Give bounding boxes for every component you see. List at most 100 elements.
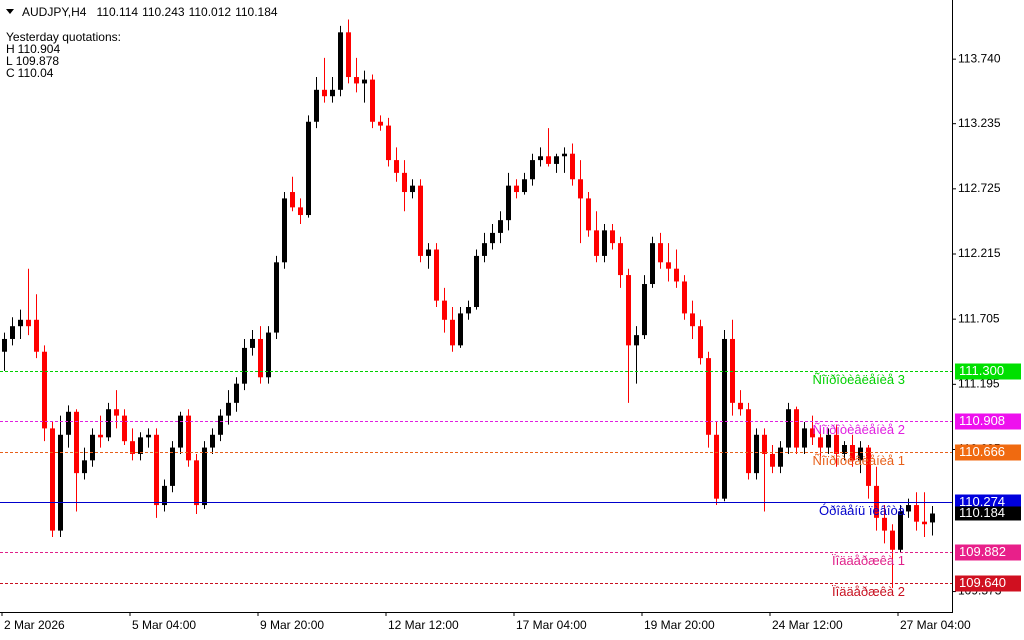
candle-body — [234, 383, 239, 403]
candle-body — [170, 447, 175, 486]
yesterday-close: C 110.04 — [6, 66, 54, 80]
candle-body — [890, 530, 895, 550]
candle-body — [426, 249, 431, 256]
value: 110.904 — [18, 42, 61, 56]
candle-body — [66, 411, 71, 435]
candle-body — [402, 172, 407, 193]
candle-body — [930, 513, 935, 523]
candle-body — [546, 156, 551, 164]
header: AUDJPY,H4 110.114 110.243 110.012 110.184 — [22, 5, 278, 19]
candle-body — [370, 79, 375, 122]
candle-body — [106, 409, 111, 438]
y-tick-label: 111.195 — [958, 376, 1000, 390]
yesterday-title: Yesterday quotations: — [6, 30, 121, 44]
candle-body — [658, 243, 663, 263]
candle-body — [762, 434, 767, 454]
candle-body — [786, 409, 791, 448]
candle-body — [362, 79, 367, 84]
candle-body — [50, 428, 55, 531]
candle-body — [898, 511, 903, 550]
candle-body — [498, 220, 503, 233]
candle-body — [738, 402, 743, 410]
yesterday-high: H 110.904 — [6, 42, 60, 56]
candle-body — [674, 268, 679, 282]
candle-body — [626, 275, 631, 346]
candle-body — [202, 447, 207, 506]
yesterday-low: L 109.878 — [6, 54, 59, 68]
y-tick-label: 113.740 — [958, 51, 1001, 65]
candle-body — [146, 434, 151, 438]
y-tick-label: 112.215 — [958, 246, 1001, 260]
candle-body — [522, 179, 527, 193]
label: L — [6, 54, 13, 68]
candle-body — [34, 319, 39, 352]
candle-body — [290, 192, 295, 208]
high: 110.243 — [142, 5, 185, 19]
candle-body — [458, 313, 463, 346]
candle-body — [338, 32, 343, 90]
candle-body — [690, 313, 695, 327]
candle-body — [778, 447, 783, 467]
candle-body — [314, 89, 319, 122]
candle-body — [746, 409, 751, 474]
candle-body — [410, 185, 415, 193]
candle-body — [226, 402, 231, 416]
candle-body — [802, 428, 807, 448]
level-label: Ñîïðîòèâëåíèå 1 — [812, 453, 905, 468]
candle-body — [866, 447, 871, 486]
price-box-label: 109.882 — [959, 544, 1006, 559]
price-box-label: 110.274 — [959, 494, 1005, 509]
price-box — [955, 544, 1021, 561]
candle-body — [754, 434, 759, 474]
level-label: Ñîïðîòèâëåíèå 3 — [812, 372, 905, 387]
candle-body — [98, 434, 103, 438]
candle-body — [298, 207, 303, 216]
candle-body — [586, 198, 591, 231]
candle-body — [682, 281, 687, 314]
candle-body — [274, 262, 279, 333]
candle-body — [698, 326, 703, 359]
level-label: Ïîääåðæêà 2 — [832, 584, 905, 599]
candle-body — [858, 447, 863, 461]
candle-body — [570, 153, 575, 180]
candle-body — [874, 485, 879, 518]
candle-body — [882, 517, 887, 531]
candle-body — [466, 307, 471, 314]
candle-body — [386, 125, 391, 161]
price-box-label: 109.640 — [959, 575, 1006, 590]
candle-body — [506, 185, 511, 221]
candle-body — [490, 232, 495, 244]
candle-body — [602, 230, 607, 256]
price-box — [955, 575, 1021, 592]
level-label: Ïîääåðæêà 1 — [832, 553, 905, 568]
level-label: Óðîâåíü ïèâîòà — [819, 503, 906, 518]
candle-body — [922, 521, 927, 525]
current-price-box — [955, 506, 1021, 521]
y-tick-label: 112.725 — [958, 181, 1001, 195]
candle-body — [394, 160, 399, 173]
y-tick-label: 113.235 — [958, 116, 1001, 130]
candle-body — [650, 243, 655, 285]
candle-body — [26, 319, 31, 327]
menu-triangle[interactable] — [6, 9, 14, 14]
value: 110.04 — [18, 66, 54, 80]
candle-body — [554, 156, 559, 164]
candle-body — [818, 437, 823, 448]
candle-body — [194, 460, 199, 506]
symbol: AUDJPY,H4 — [22, 5, 87, 19]
y-tick-label: 111.705 — [958, 311, 1000, 325]
candle-body — [666, 262, 671, 269]
candle-body — [330, 89, 335, 97]
open: 110.114 — [96, 5, 138, 19]
candle-body — [322, 89, 327, 97]
candle-body — [186, 415, 191, 461]
candle-body — [154, 434, 159, 506]
x-tick-label: 9 Mar 20:00 — [260, 618, 324, 632]
close: 110.184 — [235, 5, 278, 19]
candle-body — [826, 434, 831, 448]
price-box — [955, 413, 1021, 430]
candle-body — [210, 434, 215, 448]
candle-body — [434, 249, 439, 301]
